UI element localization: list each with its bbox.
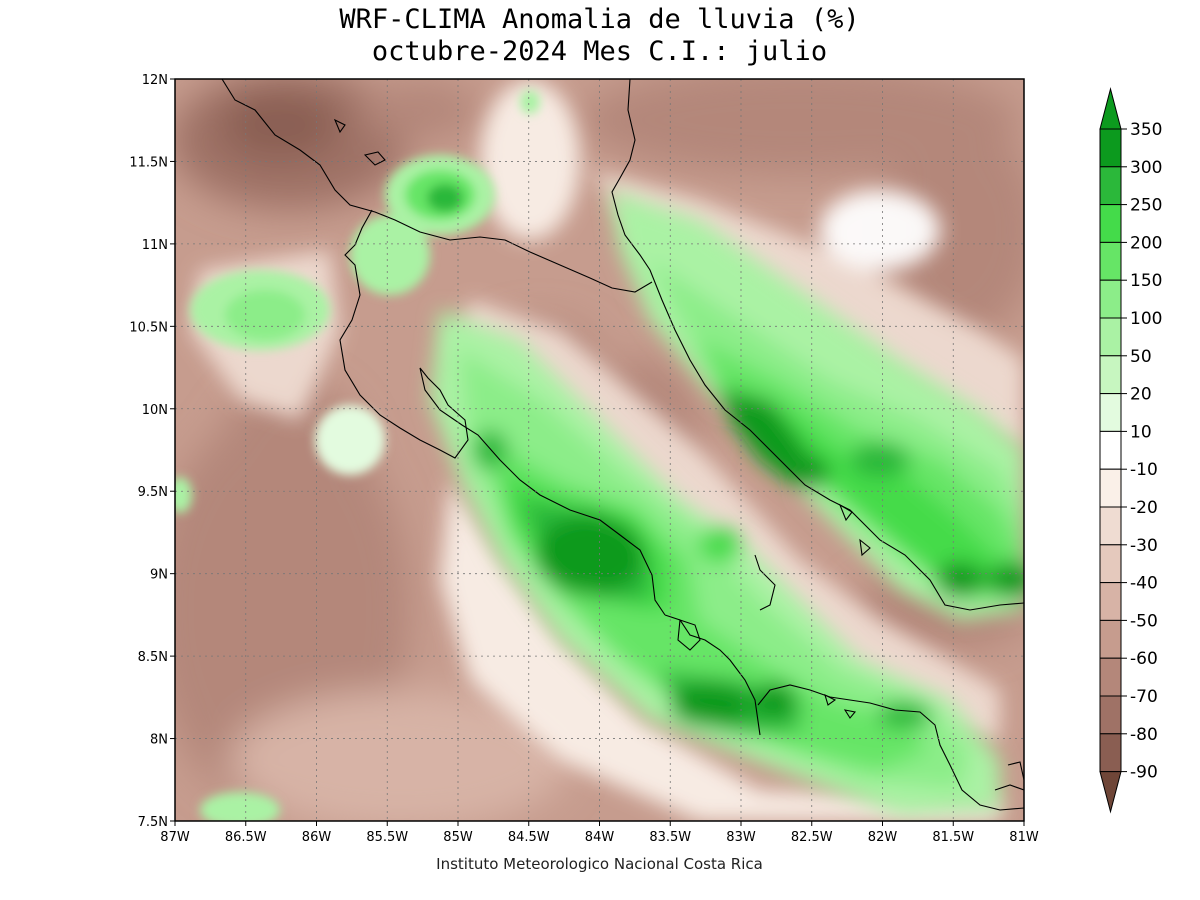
colorbar-label: 100 [1130, 309, 1162, 329]
nicaragua-pacific-coast [221, 79, 653, 293]
colorbar-segment [1099, 430, 1122, 470]
dry-area-e [880, 120, 1024, 340]
lon-tick-label: 83W [726, 830, 756, 845]
lat-tick-label: 9N [150, 568, 168, 583]
lon-tick-label: 85W [443, 830, 473, 845]
footer-credit: Instituto Meteorologico Nacional Costa R… [436, 855, 763, 873]
colorbar-label: 300 [1130, 158, 1162, 178]
lat-tick-label: 11N [142, 238, 168, 253]
colorbar-segment [1099, 657, 1122, 697]
lat-tick-label: 10N [142, 403, 168, 418]
colorbar-label: 350 [1130, 120, 1162, 140]
anomaly-field [175, 79, 1024, 821]
colorbar-label: -60 [1130, 649, 1158, 669]
lon-tick-label: 82W [868, 830, 898, 845]
colorbar-label: -90 [1130, 763, 1158, 783]
island-4 [859, 538, 871, 557]
costa-rica-pacific-coast [339, 209, 666, 616]
dry-area-s [230, 690, 570, 821]
colorbar-label: 20 [1130, 385, 1152, 405]
longitude-axis: 87W 86.5W 86W 85.5W 85W 84.5W 84W 83.5W 83W 82.5W… [160, 821, 1039, 845]
island-2 [363, 151, 386, 166]
colorbar-segment [1099, 506, 1122, 546]
lon-tick-label: 84W [585, 830, 615, 845]
colorbar-segment [1099, 204, 1122, 243]
colorbar-label: 250 [1130, 196, 1162, 216]
colorbar: 350 300 250 200 150 100 50 20 10 -10 -20 -30 -40 -50 -… [1099, 87, 1162, 814]
lat-tick-label: 10.5N [129, 320, 168, 335]
grid-lines [175, 79, 1024, 821]
colorbar-top-arrow [1099, 87, 1122, 130]
island-5 [824, 693, 837, 706]
lat-tick-label: 9.5N [138, 485, 168, 500]
colorbar-segment [1099, 468, 1122, 508]
lat-tick-label: 7.5N [138, 815, 168, 830]
lon-tick-label: 86.5W [225, 830, 267, 845]
lon-tick-label: 83.5W [649, 830, 691, 845]
wet-patches-north [175, 90, 540, 821]
colorbar-segment [1099, 166, 1122, 206]
colorbar-label: -70 [1130, 687, 1158, 707]
colorbar-segment [1099, 695, 1122, 735]
colorbar-segment [1099, 544, 1122, 584]
lat-tick-label: 12N [142, 73, 168, 88]
coastlines [221, 79, 1024, 811]
lat-tick-label: 8N [150, 733, 168, 748]
colorbar-label: -10 [1130, 460, 1158, 480]
colorbar-label: -80 [1130, 725, 1158, 745]
coast-fragment-se2 [994, 784, 1024, 791]
dry-core-nw [220, 90, 340, 160]
lon-tick-label: 84.5W [508, 830, 550, 845]
colorbar-segment [1099, 128, 1122, 168]
map-title-line1: WRF-CLIMA Anomalia de lluvia (%) [339, 4, 860, 35]
lat-tick-label: 11.5N [129, 155, 168, 170]
colorbar-segment [1099, 393, 1122, 432]
coast-fragment-se [1007, 761, 1024, 781]
colorbar-segment [1099, 619, 1122, 659]
colorbar-segment [1099, 317, 1122, 357]
golfo-dulce [677, 619, 701, 651]
colorbar-segment [1099, 279, 1122, 319]
lon-tick-label: 86W [302, 830, 332, 845]
colorbar-label: 150 [1130, 271, 1162, 291]
colorbar-label: -40 [1130, 574, 1158, 594]
panama-pacific-coast [757, 684, 1024, 811]
colorbar-bottom-arrow [1099, 771, 1122, 814]
lon-tick-label: 82.5W [791, 830, 833, 845]
colorbar-label: 10 [1130, 422, 1152, 442]
lat-tick-label: 8.5N [138, 650, 168, 665]
island-1 [333, 118, 346, 134]
colorbar-label: -20 [1130, 498, 1158, 518]
colorbar-label: -50 [1130, 611, 1158, 631]
lon-tick-label: 85.5W [366, 830, 408, 845]
map-title-line2: octubre-2024 Mes C.I.: julio [371, 36, 828, 67]
island-6 [843, 709, 857, 719]
lon-tick-label: 81W [1009, 830, 1039, 845]
lon-tick-label: 87W [160, 830, 190, 845]
colorbar-label: -30 [1130, 536, 1158, 556]
colorbar-segment [1099, 355, 1122, 395]
colorbar-segment [1099, 733, 1122, 773]
colorbar-label: 200 [1130, 233, 1162, 253]
island-3 [838, 503, 853, 522]
dry-area-n [360, 80, 480, 140]
colorbar-segment [1099, 241, 1122, 281]
chiriqui-lagoon [754, 554, 776, 611]
latitude-axis: 7.5N 8N 8.5N 9N 9.5N 10N 10.5N 11N 11.5N 12N [129, 73, 175, 830]
caribbean-coast [611, 79, 1024, 611]
osa-peninsula-coast [664, 614, 761, 736]
colorbar-segment [1099, 582, 1122, 621]
wet-band-caribbean [610, 190, 1024, 620]
lon-tick-label: 81.5W [932, 830, 974, 845]
colorbar-label: 50 [1130, 347, 1152, 367]
wet-band-pacific [430, 310, 1000, 815]
